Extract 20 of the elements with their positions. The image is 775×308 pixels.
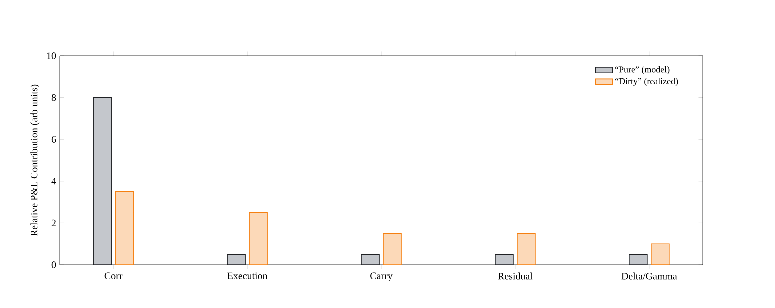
bar xyxy=(517,233,536,265)
y-tick-label: 8 xyxy=(52,94,56,102)
y-tick-label: 6 xyxy=(52,136,56,143)
y-axis-title: Relative P&L Contribution (arb units) xyxy=(30,84,40,236)
x-tick-label: Residual xyxy=(498,272,533,280)
legend-label: “Pure” (model) xyxy=(615,66,670,75)
x-tick-label: Corr xyxy=(104,272,123,280)
y-tick-label: 2 xyxy=(52,220,56,226)
bar xyxy=(249,212,268,265)
y-tick-label: 4 xyxy=(52,178,56,185)
y-tick-label: 0 xyxy=(52,262,56,268)
x-tick-label: Delta/Gamma xyxy=(622,272,678,280)
legend-label: “Dirty” (realized) xyxy=(615,78,678,86)
x-tick-label: Execution xyxy=(228,272,268,280)
bar xyxy=(93,97,112,265)
x-tick-label: Carry xyxy=(370,272,393,282)
bar xyxy=(651,244,670,265)
y-tick-label: 10 xyxy=(47,52,56,60)
bar xyxy=(115,191,134,265)
bar xyxy=(383,233,402,265)
